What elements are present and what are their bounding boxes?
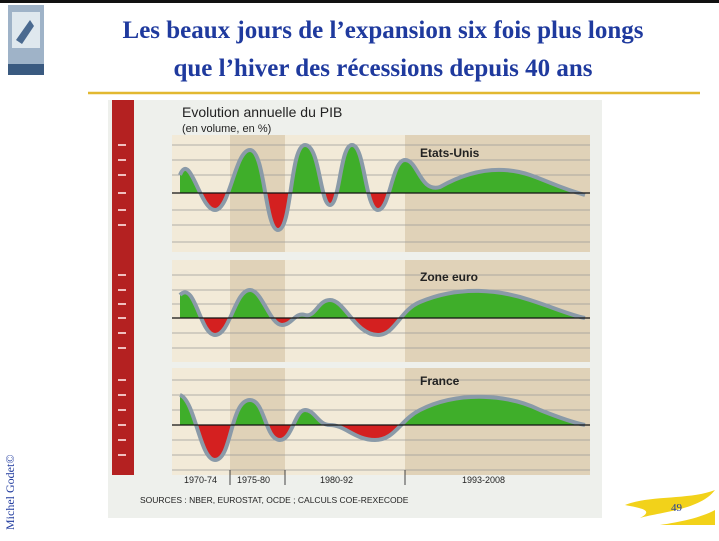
page-number: 49 [671, 502, 683, 514]
figure-title: Evolution annuelle du PIB [182, 104, 342, 120]
period-label: 1970-74 [184, 475, 217, 485]
period-label: 1993-2008 [462, 475, 505, 485]
period-label: 1975-80 [237, 475, 270, 485]
panel-label: Zone euro [420, 270, 478, 284]
figure-source: SOURCES : NBER, EUROSTAT, OCDE ; CALCULS… [140, 495, 409, 505]
slide-title: Les beaux jours de l’expansion six fois … [123, 17, 644, 44]
swoosh [660, 510, 715, 525]
panel-label: France [420, 374, 460, 388]
swoosh [625, 490, 715, 518]
slide-title: que l’hiver des récessions depuis 40 ans [173, 55, 592, 82]
panel-label: Etats-Unis [420, 146, 480, 160]
period-label: 1980-92 [320, 475, 353, 485]
figure-subtitle: (en volume, en %) [182, 123, 271, 135]
author: Michel Godet© [3, 455, 17, 530]
logo [8, 5, 44, 75]
figure [108, 100, 602, 518]
top-border [0, 0, 719, 3]
